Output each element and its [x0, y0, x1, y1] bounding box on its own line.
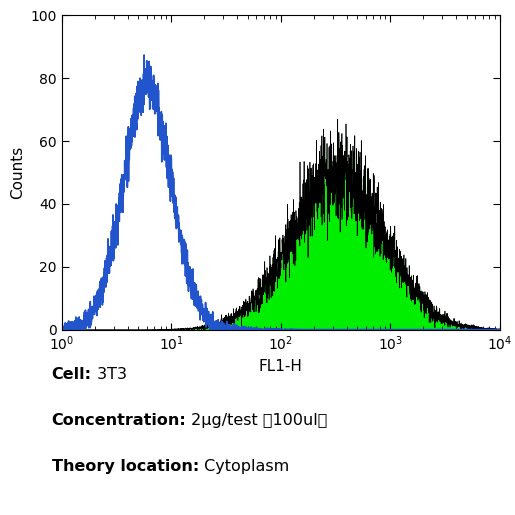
Text: Cell:: Cell:: [52, 367, 92, 382]
Text: 3T3: 3T3: [92, 367, 127, 382]
Text: Concentration:: Concentration:: [52, 413, 186, 428]
Y-axis label: Counts: Counts: [10, 146, 25, 199]
Text: 2μg/test （100ul）: 2μg/test （100ul）: [186, 413, 328, 428]
Text: Cytoplasm: Cytoplasm: [199, 459, 289, 474]
X-axis label: FL1-H: FL1-H: [259, 358, 303, 373]
Text: Theory location:: Theory location:: [52, 459, 199, 474]
